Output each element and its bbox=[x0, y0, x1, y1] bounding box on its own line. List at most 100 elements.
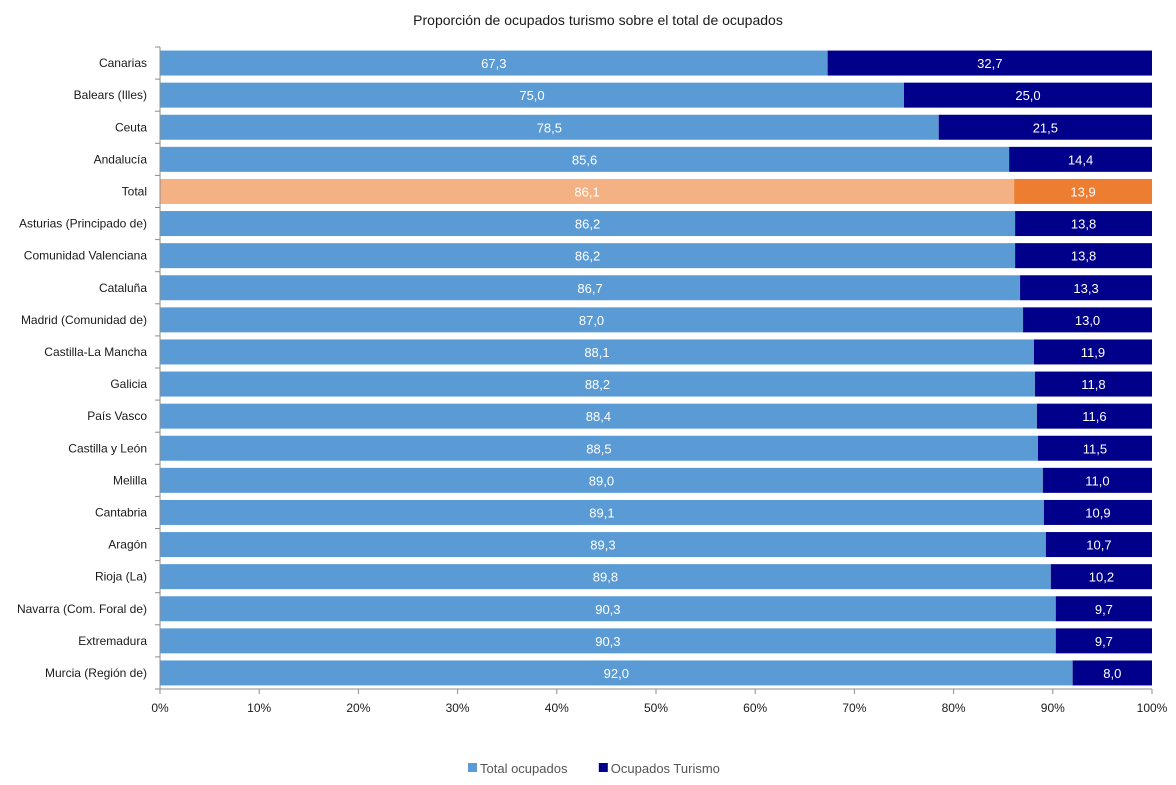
data-label: 88,4 bbox=[586, 409, 611, 424]
bar-total-ocupados bbox=[160, 178, 1015, 204]
bar-ocupados-turismo bbox=[1037, 435, 1152, 461]
bar-total-ocupados bbox=[160, 467, 1043, 493]
bar-ocupados-turismo bbox=[938, 114, 1152, 140]
data-label: 89,1 bbox=[589, 505, 614, 520]
data-label: 11,6 bbox=[1082, 409, 1106, 424]
data-label: 88,5 bbox=[586, 441, 611, 456]
category-label: Balears (Illes) bbox=[74, 88, 147, 102]
bar-total-ocupados bbox=[160, 435, 1038, 461]
data-label: 89,0 bbox=[589, 473, 614, 488]
bar-ocupados-turismo bbox=[1034, 371, 1152, 397]
data-label: 13,0 bbox=[1075, 313, 1100, 328]
x-tick-label: 40% bbox=[545, 701, 569, 715]
data-label: 78,5 bbox=[537, 120, 562, 135]
data-label: 9,7 bbox=[1095, 602, 1113, 617]
x-tick-label: 0% bbox=[151, 701, 169, 715]
category-label: Andalucía bbox=[94, 152, 148, 166]
data-label: 92,0 bbox=[604, 666, 629, 681]
bar-total-ocupados bbox=[160, 275, 1021, 301]
data-label: 88,1 bbox=[584, 345, 609, 360]
bar-total-ocupados bbox=[160, 339, 1034, 365]
category-label: Navarra (Com. Foral de) bbox=[17, 602, 147, 616]
bar-total-ocupados bbox=[160, 50, 828, 76]
bar-total-ocupados bbox=[160, 660, 1073, 686]
data-label: 10,9 bbox=[1085, 505, 1110, 520]
data-label: 86,2 bbox=[575, 249, 600, 264]
bar-total-ocupados bbox=[160, 532, 1046, 558]
data-label: 67,3 bbox=[481, 56, 506, 71]
legend-label: Ocupados Turismo bbox=[611, 761, 720, 776]
category-label: Castilla y León bbox=[68, 441, 147, 455]
x-tick-label: 30% bbox=[446, 701, 470, 715]
category-label: Murcia (Región de) bbox=[45, 666, 147, 680]
category-label: Madrid (Comunidad de) bbox=[21, 313, 147, 327]
category-label: Rioja (La) bbox=[95, 570, 147, 584]
data-label: 9,7 bbox=[1095, 634, 1113, 649]
x-tick-label: 70% bbox=[842, 701, 866, 715]
bar-ocupados-turismo bbox=[1050, 564, 1152, 590]
bar-ocupados-turismo bbox=[1045, 532, 1152, 558]
bar-total-ocupados bbox=[160, 596, 1056, 622]
category-label: Ceuta bbox=[115, 120, 147, 134]
bar-total-ocupados bbox=[160, 403, 1037, 429]
x-tick-label: 10% bbox=[247, 701, 271, 715]
data-label: 13,3 bbox=[1073, 281, 1098, 296]
data-label: 75,0 bbox=[519, 88, 544, 103]
x-tick-label: 60% bbox=[743, 701, 767, 715]
data-label: 86,1 bbox=[574, 184, 599, 199]
legend-label: Total ocupados bbox=[480, 761, 568, 776]
category-label: Extremadura bbox=[78, 634, 147, 648]
data-label: 90,3 bbox=[595, 634, 620, 649]
data-label: 85,6 bbox=[572, 152, 597, 167]
data-label: 11,0 bbox=[1085, 473, 1109, 488]
data-label: 86,2 bbox=[575, 217, 600, 232]
data-label: 8,0 bbox=[1103, 666, 1121, 681]
bar-total-ocupados bbox=[160, 211, 1016, 237]
legend-swatch bbox=[598, 763, 608, 772]
x-tick-label: 20% bbox=[346, 701, 370, 715]
x-tick-label: 100% bbox=[1137, 701, 1168, 715]
chart-title: Proporción de ocupados turismo sobre el … bbox=[413, 12, 783, 28]
category-label: Galicia bbox=[110, 377, 147, 391]
bar-ocupados-turismo bbox=[1023, 307, 1152, 333]
legend-swatch bbox=[468, 763, 477, 772]
bar-ocupados-turismo bbox=[1015, 211, 1152, 237]
bar-ocupados-turismo bbox=[1033, 339, 1152, 365]
data-label: 11,8 bbox=[1081, 377, 1105, 392]
data-label: 90,3 bbox=[595, 602, 620, 617]
data-label: 89,3 bbox=[590, 538, 615, 553]
category-label: Cataluña bbox=[99, 281, 147, 295]
bar-ocupados-turismo bbox=[1020, 275, 1152, 301]
data-label: 11,5 bbox=[1083, 441, 1107, 456]
data-label: 88,2 bbox=[585, 377, 610, 392]
bar-total-ocupados bbox=[160, 146, 1010, 172]
data-label: 10,2 bbox=[1089, 570, 1114, 585]
bar-total-ocupados bbox=[160, 82, 904, 108]
data-label: 32,7 bbox=[977, 56, 1002, 71]
bar-total-ocupados bbox=[160, 499, 1044, 525]
data-label: 89,8 bbox=[593, 570, 618, 585]
bar-total-ocupados bbox=[160, 371, 1035, 397]
bar-ocupados-turismo bbox=[1055, 628, 1152, 654]
bar-ocupados-turismo bbox=[1042, 467, 1152, 493]
axes-group: Canarias Balears (Illes) Ceuta Andalucía Tot… bbox=[17, 46, 1168, 715]
category-label: Melilla bbox=[113, 473, 147, 487]
bar-total-ocupados bbox=[160, 243, 1016, 269]
data-label: 87,0 bbox=[579, 313, 604, 328]
bar-ocupados-turismo bbox=[1009, 146, 1152, 172]
category-label: Comunidad Valenciana bbox=[24, 249, 148, 263]
data-label: 25,0 bbox=[1015, 88, 1040, 103]
bar-ocupados-turismo bbox=[1015, 243, 1152, 269]
data-label: 10,7 bbox=[1086, 538, 1111, 553]
bar-total-ocupados bbox=[160, 114, 939, 140]
x-tick-label: 80% bbox=[942, 701, 966, 715]
category-label: Cantabria bbox=[95, 505, 147, 519]
category-label: País Vasco bbox=[87, 409, 147, 423]
bar-ocupados-turismo bbox=[1036, 403, 1152, 429]
data-label: 13,8 bbox=[1071, 249, 1096, 264]
bar-ocupados-turismo bbox=[1072, 660, 1152, 686]
bar-ocupados-turismo bbox=[827, 50, 1152, 76]
data-label: 21,5 bbox=[1033, 120, 1058, 135]
